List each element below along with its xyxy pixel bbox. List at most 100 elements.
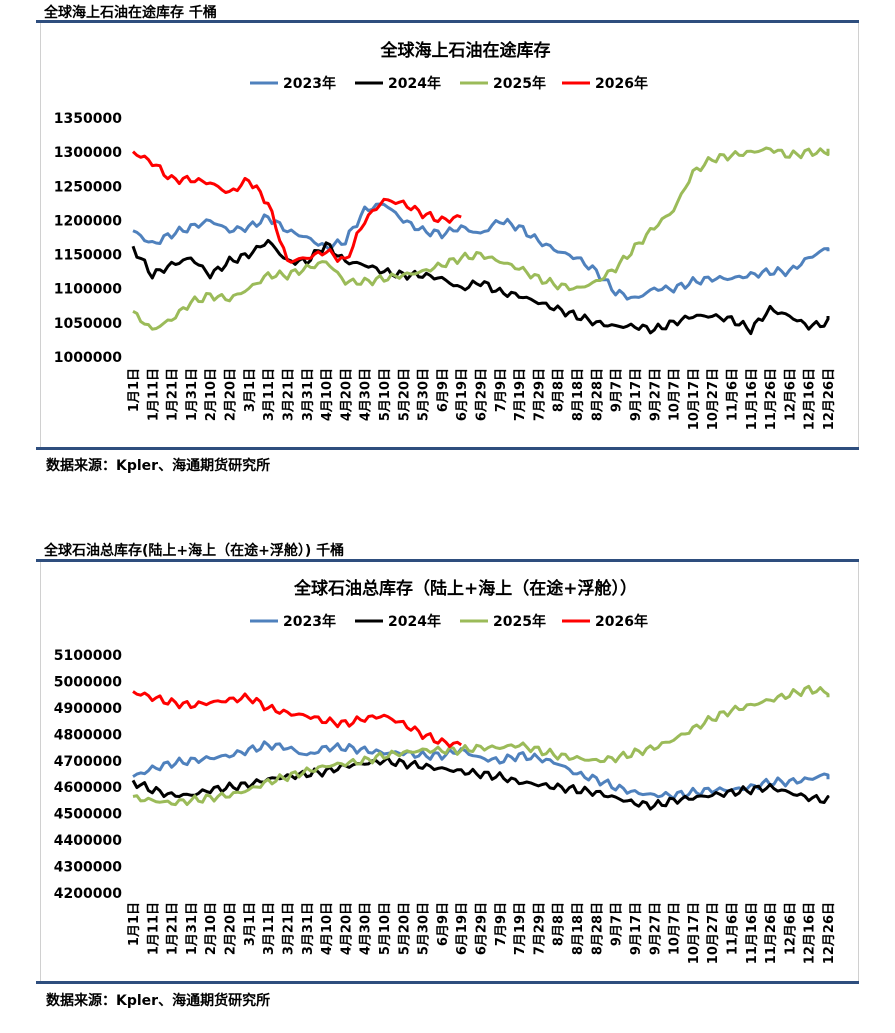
legend-label: 2026年 [595,75,648,92]
x-tick-label: 10月17日 [687,902,702,964]
x-tick-label: 8月18日 [571,368,586,421]
y-tick-label: 4600000 [54,780,122,796]
x-tick-label: 3月11日 [262,368,277,421]
x-tick-label: 7月19日 [513,902,528,955]
y-tick-label: 5100000 [54,648,122,664]
section-title-top: 全球海上石油在途库存 千桶 [44,5,217,21]
source-note-top: 数据来源：Kpler、海通期货研究所 [46,458,271,474]
x-tick-label: 8月28日 [590,902,605,955]
chart-total-inventory: 全球石油总库存（陆上+海上（在途+浮舱）） 2023年 2024年 2025年 2026… [54,578,837,964]
legend-label: 2026年 [595,613,648,630]
y-tick-label: 1050000 [54,316,122,332]
x-tick-label: 12月16日 [803,902,818,964]
x-tick-label: 4月30日 [359,368,374,421]
x-tick-label: 10月27日 [706,902,721,964]
x-tick-label: 8月18日 [571,902,586,955]
x-tick-label: 12月6日 [783,368,798,421]
x-tick-label: 12月6日 [783,902,798,955]
source-note-bottom: 数据来源：Kpler、海通期货研究所 [46,993,271,1009]
series-line-2025年 [132,684,830,807]
bottom-rule [36,447,859,450]
x-tick-label: 3月21日 [281,368,296,421]
x-tick-label: 3月1日 [243,368,258,412]
chart-title: 全球石油总库存（陆上+海上（在途+浮舱）） [293,578,637,599]
series-line-2026年 [131,150,462,264]
x-tick-label: 4月20日 [339,368,354,421]
x-tick-label: 11月6日 [725,368,740,421]
series-line-2024年 [131,756,830,811]
chart-frame-top [40,23,859,447]
x-tick-label: 4月10日 [320,368,335,421]
x-tick-label: 12月26日 [822,902,837,964]
x-tick-label: 11月26日 [764,368,779,430]
y-tick-label: 1100000 [54,282,122,298]
x-tick-label: 4月10日 [320,902,335,955]
x-tick-label: 1月1日 [127,368,142,412]
top-rule [36,559,859,562]
y-tick-label: 4500000 [54,807,122,823]
x-tick-label: 3月21日 [281,902,296,955]
series-line-2023年 [132,740,830,800]
x-tick-label: 8月8日 [552,368,567,412]
legend-label: 2023年 [283,613,336,630]
series-line-2025年 [132,146,830,331]
x-tick-label: 5月30日 [417,902,432,955]
x-tick-label: 5月10日 [378,368,393,421]
y-tick-label: 4200000 [54,886,122,902]
x-tick-label: 8月28日 [590,368,605,421]
x-tick-label: 2月20日 [224,368,239,421]
x-tick-label: 12月26日 [822,368,837,430]
x-tick-label: 9月27日 [648,368,663,421]
series-line-2023年 [132,202,830,301]
x-tick-label: 9月7日 [610,368,625,412]
top-rule [36,20,859,23]
x-tick-label: 5月10日 [378,902,393,955]
x-tick-label: 1月11日 [146,368,161,421]
chart-title: 全球海上石油在途库存 [380,40,551,61]
y-tick-label: 1250000 [54,179,122,195]
x-tick-label: 4月20日 [339,902,354,955]
x-tick-label: 2月20日 [224,902,239,955]
x-tick-label: 7月9日 [494,902,509,946]
x-tick-label: 3月1日 [243,902,258,946]
x-tick-label: 8月8日 [552,902,567,946]
y-tick-label: 1350000 [54,111,122,127]
x-tick-label: 1月31日 [185,902,200,955]
x-tick-label: 1月1日 [127,902,142,946]
series-line-2026年 [132,690,463,748]
y-tick-label: 1300000 [54,145,122,161]
x-tick-label: 1月21日 [166,902,181,955]
x-tick-label: 7月19日 [513,368,528,421]
x-tick-label: 7月29日 [532,902,547,955]
x-tick-label: 11月16日 [745,368,760,430]
x-tick-label: 11月26日 [764,902,779,964]
x-tick-label: 6月29日 [475,368,490,421]
y-tick-label: 4800000 [54,727,122,743]
y-tick-label: 4400000 [54,833,122,849]
section-title-bottom: 全球石油总库存(陆上+海上（在途+浮舱）) 千桶 [44,543,345,559]
y-tick-label: 1200000 [54,213,122,229]
series-line-2024年 [131,238,830,336]
y-tick-label: 1150000 [54,248,122,264]
x-tick-label: 7月29日 [532,368,547,421]
x-tick-label: 5月20日 [397,368,412,421]
x-tick-label: 3月31日 [301,902,316,955]
x-tick-label: 6月19日 [455,902,470,955]
x-tick-label: 11月16日 [745,902,760,964]
x-tick-label: 6月9日 [436,902,451,946]
x-tick-label: 10月7日 [668,368,683,421]
x-tick-label: 9月17日 [629,902,644,955]
x-tick-label: 12月16日 [803,368,818,430]
x-tick-label: 2月10日 [204,368,219,421]
legend-label: 2023年 [283,75,336,92]
y-tick-label: 5000000 [54,674,122,690]
x-tick-label: 3月31日 [301,368,316,421]
chart-at-sea-transit: 全球海上石油在途库存 2023年 2024年 2025年 2026年 1000000 105… [54,40,837,430]
x-tick-label: 1月31日 [185,368,200,421]
legend-label: 2024年 [388,75,441,92]
y-tick-label: 4700000 [54,754,122,770]
chart-frame-bottom [40,562,859,981]
x-tick-label: 6月29日 [475,902,490,955]
x-tick-label: 1月11日 [146,902,161,955]
